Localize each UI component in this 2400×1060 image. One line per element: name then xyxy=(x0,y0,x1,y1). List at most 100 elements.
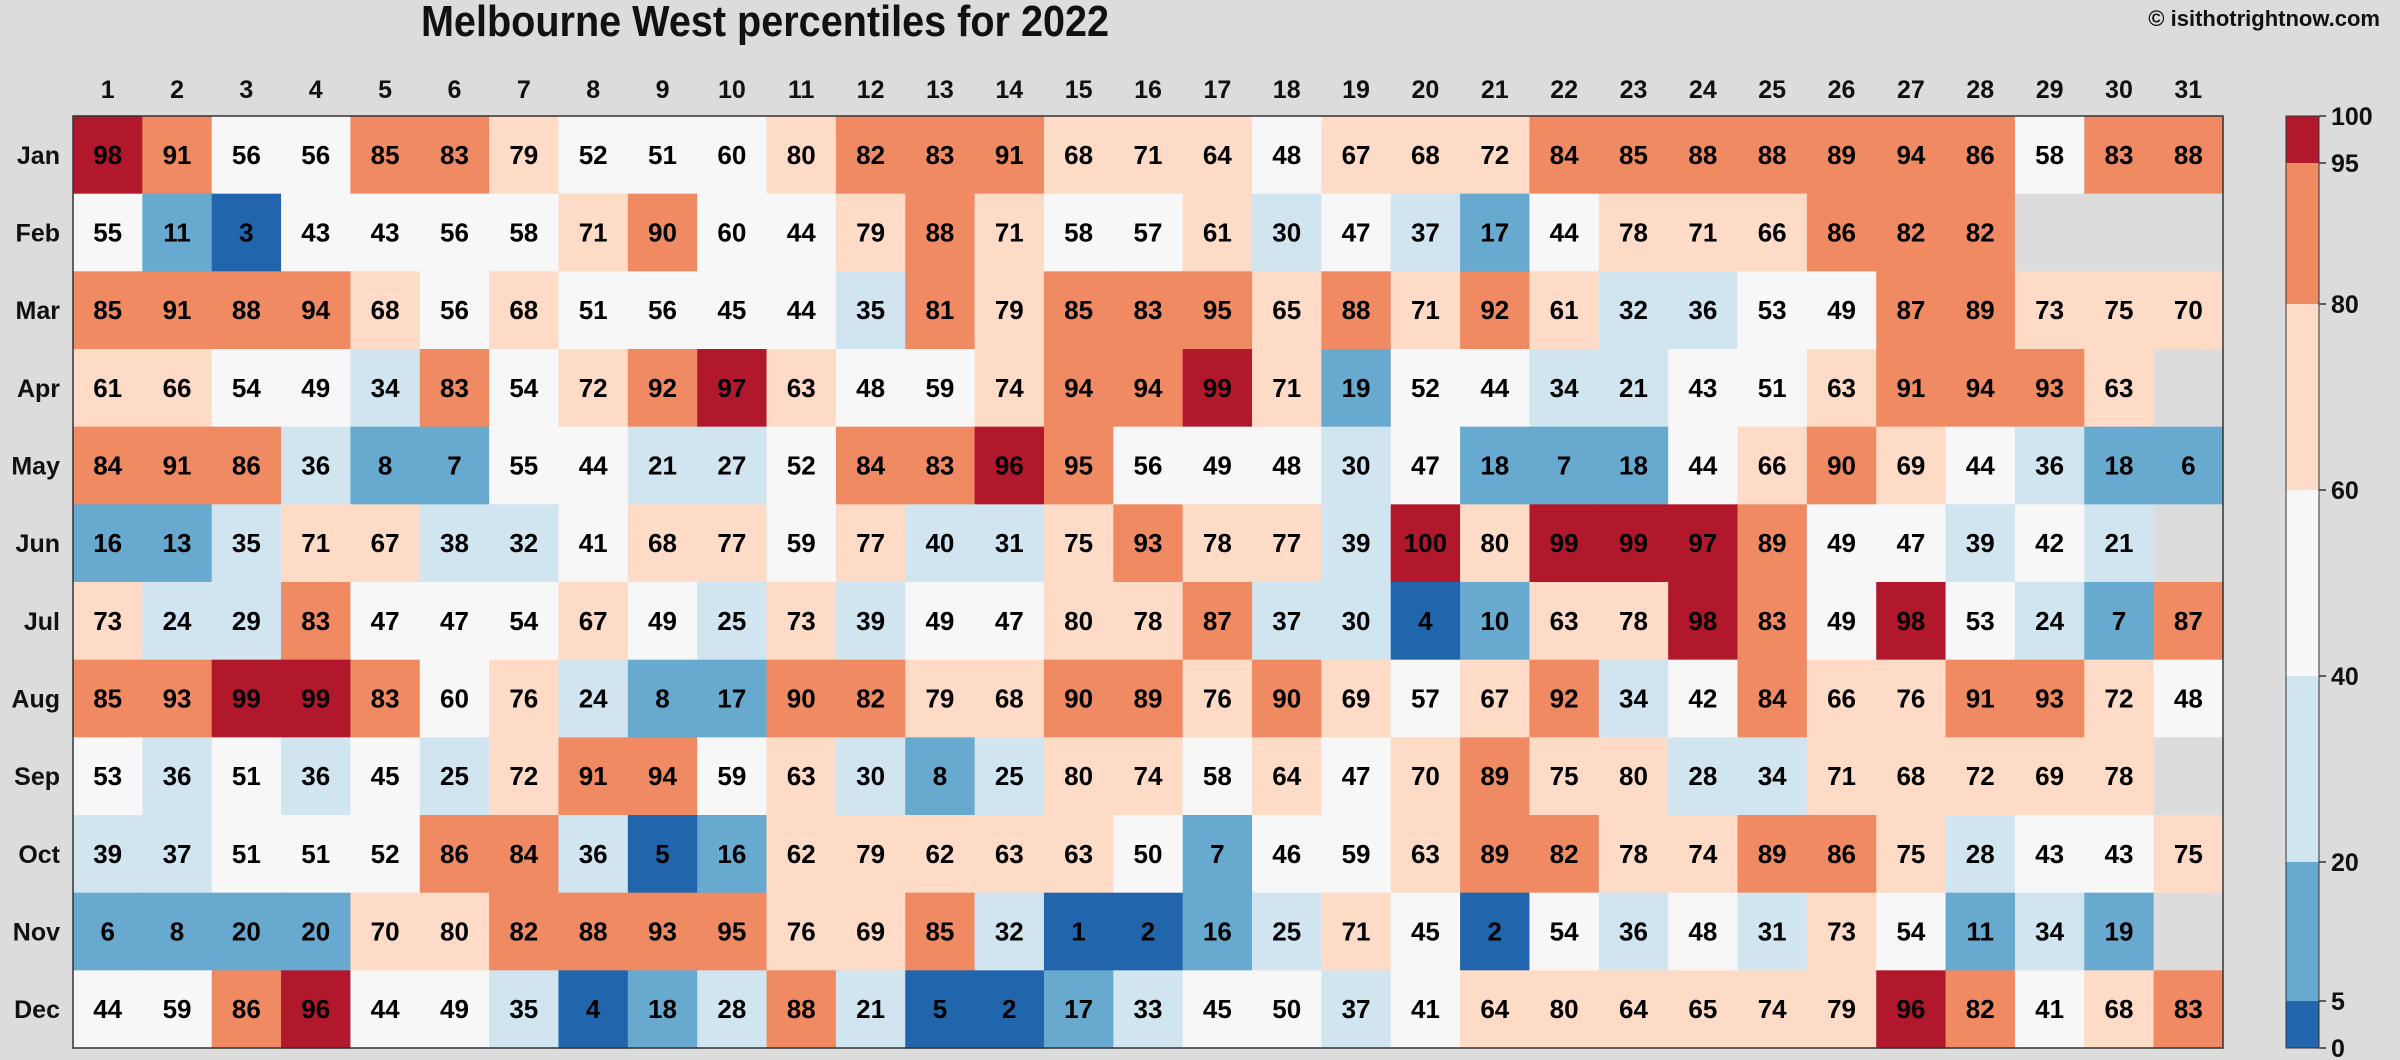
heatmap-cell xyxy=(1182,815,1253,894)
cell-value-label: 85 xyxy=(371,140,400,170)
cell-value-label: 78 xyxy=(1619,218,1648,248)
cell-value-label: 49 xyxy=(301,373,330,403)
cell-value-label: 31 xyxy=(1758,917,1787,947)
heatmap-cell xyxy=(1182,504,1253,583)
cell-value-label: 87 xyxy=(2174,606,2203,636)
cell-value-label: 79 xyxy=(856,839,885,869)
cell-value-label: 93 xyxy=(648,917,677,947)
colorbar-frame xyxy=(2285,115,2320,1049)
heatmap-cell xyxy=(1529,116,1600,195)
cell-value-label: 37 xyxy=(1272,606,1301,636)
heatmap-cell xyxy=(1945,582,2016,661)
heatmap-cell xyxy=(2153,737,2224,816)
y-tick-label: May xyxy=(11,453,60,481)
heatmap-cell xyxy=(1321,892,1392,971)
heatmap-cell xyxy=(281,582,352,661)
heatmap-cell xyxy=(905,892,976,971)
heatmap-cell xyxy=(1460,504,1531,583)
heatmap-cell xyxy=(1668,504,1739,583)
cell-value-label: 94 xyxy=(1966,373,1995,403)
heatmap-cell xyxy=(1876,116,1947,195)
heatmap-cell xyxy=(1876,892,1947,971)
cell-value-label: 91 xyxy=(1966,684,1995,714)
heatmap-cell xyxy=(1113,116,1184,195)
cell-value-label: 72 xyxy=(579,373,608,403)
cell-value-label: 86 xyxy=(440,839,469,869)
cell-value-label: 47 xyxy=(1342,761,1371,791)
cell-value-label: 5 xyxy=(655,839,669,869)
heatmap-cell xyxy=(1945,193,2016,272)
heatmap-cell xyxy=(627,426,698,505)
cell-value-label: 52 xyxy=(787,451,816,481)
cell-value-label: 63 xyxy=(1827,373,1856,403)
cell-value-label: 63 xyxy=(2105,373,2134,403)
heatmap-cell xyxy=(835,737,906,816)
cell-value-label: 80 xyxy=(1064,606,1093,636)
heatmap-cell xyxy=(1668,815,1739,894)
heatmap-cell xyxy=(1806,504,1877,583)
heatmap-cell xyxy=(489,193,560,272)
heatmap-cell xyxy=(419,659,490,738)
heatmap-cell xyxy=(905,504,976,583)
heatmap-cell xyxy=(1182,737,1253,816)
heatmap-cell xyxy=(1945,815,2016,894)
cell-value-label: 64 xyxy=(1480,994,1509,1024)
x-tick-label: 21 xyxy=(1481,76,1509,104)
cell-value-label: 82 xyxy=(856,140,885,170)
cell-value-label: 96 xyxy=(1896,994,1925,1024)
cell-value-label: 99 xyxy=(1203,373,1232,403)
heatmap-cell xyxy=(835,659,906,738)
cell-value-label: 91 xyxy=(1896,373,1925,403)
cell-value-label: 63 xyxy=(1411,839,1440,869)
heatmap-cell xyxy=(2153,815,2224,894)
plot-border xyxy=(72,115,2224,1049)
heatmap-cell xyxy=(350,193,421,272)
heatmap-cell xyxy=(835,349,906,428)
cell-value-label: 56 xyxy=(1134,451,1163,481)
cell-value-label: 55 xyxy=(509,451,538,481)
heatmap-cell xyxy=(350,504,421,583)
cell-value-label: 41 xyxy=(579,528,608,558)
heatmap-cell xyxy=(1737,193,1808,272)
heatmap-cell xyxy=(489,737,560,816)
cell-value-label: 91 xyxy=(163,295,192,325)
cell-value-label: 7 xyxy=(447,451,461,481)
cell-value-label: 61 xyxy=(1550,295,1579,325)
cell-value-label: 76 xyxy=(1203,684,1232,714)
cell-value-label: 4 xyxy=(586,994,601,1024)
heatmap-cell xyxy=(1043,892,1114,971)
cell-value-label: 71 xyxy=(1342,917,1371,947)
cell-value-label: 47 xyxy=(371,606,400,636)
heatmap-cell xyxy=(2014,116,2085,195)
cell-value-label: 80 xyxy=(1550,994,1579,1024)
heatmap-cell xyxy=(1043,815,1114,894)
heatmap-cell xyxy=(1806,116,1877,195)
cell-value-label: 74 xyxy=(1758,994,1787,1024)
cell-value-label: 13 xyxy=(163,528,192,558)
cell-value-label: 7 xyxy=(1557,451,1571,481)
heatmap-cell xyxy=(2084,659,2155,738)
y-tick-label: Dec xyxy=(14,996,60,1024)
cell-value-label: 88 xyxy=(579,917,608,947)
heatmap-cell xyxy=(1043,193,1114,272)
cell-value-label: 98 xyxy=(1896,606,1925,636)
x-tick-label: 17 xyxy=(1203,76,1231,104)
cell-value-label: 34 xyxy=(2035,917,2064,947)
cell-value-label: 91 xyxy=(163,451,192,481)
heatmap-cell xyxy=(835,582,906,661)
heatmap-cell xyxy=(1737,659,1808,738)
cell-value-label: 39 xyxy=(93,839,122,869)
heatmap-cell xyxy=(905,271,976,350)
heatmap-cell xyxy=(766,737,837,816)
y-axis-labels: Jan Feb Mar Apr May Jun Jul Aug Sep Oct Nov Dec xyxy=(11,142,60,1024)
cell-value-label: 16 xyxy=(1203,917,1232,947)
cell-value-label: 11 xyxy=(1967,917,1995,947)
heatmap-cell xyxy=(73,582,143,661)
cell-value-label: 50 xyxy=(1134,839,1163,869)
heatmap-cell xyxy=(1460,271,1531,350)
cell-value-label: 64 xyxy=(1203,140,1232,170)
cell-value-label: 67 xyxy=(579,606,608,636)
heatmap-cell xyxy=(489,815,560,894)
heatmap-cell xyxy=(766,349,837,428)
y-tick-label: Jun xyxy=(16,530,60,558)
